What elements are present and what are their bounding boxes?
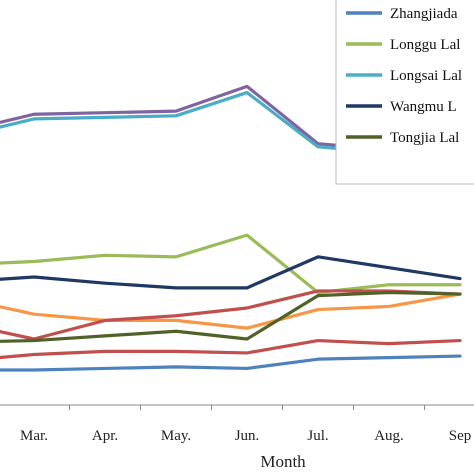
x-tick-label: Sep xyxy=(449,428,472,444)
series-line xyxy=(0,290,462,343)
series-line xyxy=(0,292,462,330)
series-line xyxy=(0,233,462,295)
legend-box xyxy=(335,0,474,185)
x-tick-label: Jun. xyxy=(235,428,260,444)
legend-label: Longsai Lal xyxy=(390,68,462,84)
legend-label: Longgu Lal xyxy=(390,37,460,53)
x-axis-title: Month xyxy=(260,452,306,471)
legend-label: Zhangjiada xyxy=(390,6,458,22)
x-tick-label: May. xyxy=(161,428,191,444)
x-tick-label: Jul. xyxy=(307,428,328,444)
legend-label: Tongjia Lal xyxy=(390,130,459,146)
x-tick-label: Apr. xyxy=(92,428,118,444)
series-line xyxy=(0,289,462,341)
series-line xyxy=(0,354,462,372)
axes xyxy=(0,404,474,410)
legend-label: Wangmu L xyxy=(390,99,457,115)
x-tick-label: Mar. xyxy=(20,428,48,444)
series-line xyxy=(0,255,462,290)
series-lines xyxy=(0,84,462,372)
series-line xyxy=(0,338,462,360)
x-tick-label: Aug. xyxy=(374,428,404,444)
x-tick-labels: Mar. Apr. May. Jun. Jul. Aug. Sep xyxy=(20,428,471,444)
legend: Zhangjiada Longgu Lal Longsai Lal Wangmu L T… xyxy=(335,0,474,185)
